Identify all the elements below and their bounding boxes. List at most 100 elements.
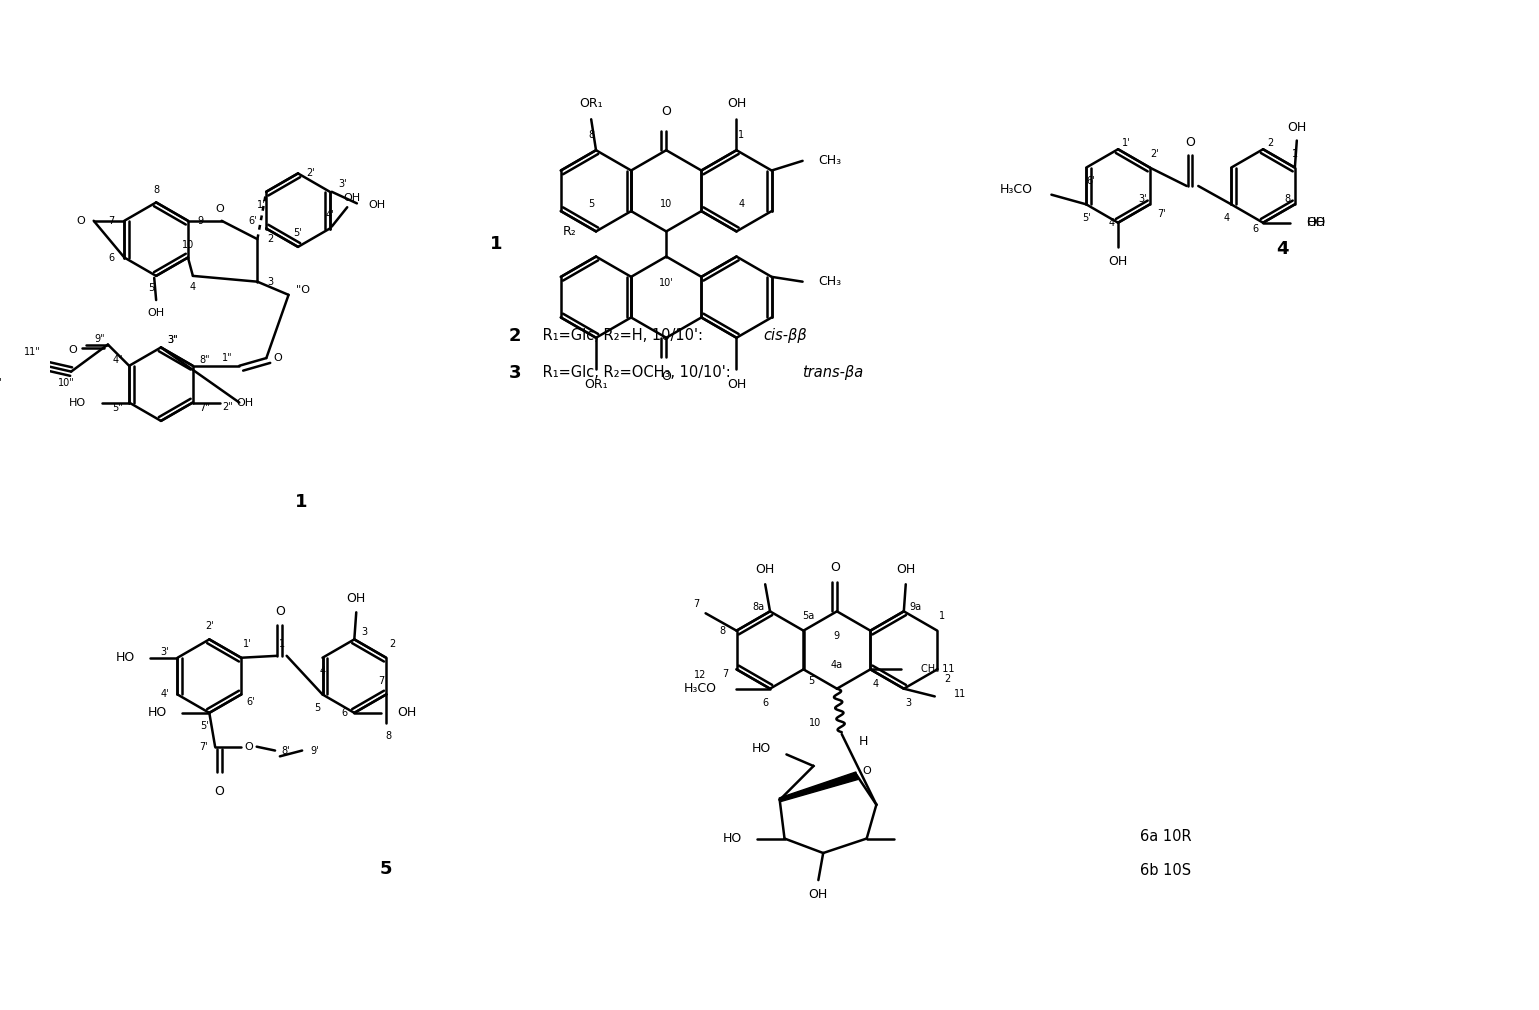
Text: 6: 6 (762, 698, 768, 708)
Text: trans-βa: trans-βa (802, 365, 863, 380)
Text: OH: OH (1287, 120, 1307, 133)
Text: 7: 7 (379, 676, 385, 686)
Text: 2': 2' (306, 169, 315, 179)
Text: 3: 3 (362, 626, 368, 636)
Text: 11: 11 (954, 689, 966, 699)
Text: 10: 10 (808, 717, 820, 727)
Text: HO: HO (751, 742, 771, 755)
Text: OH: OH (1307, 216, 1325, 229)
Text: 3: 3 (905, 698, 911, 708)
Text: O: O (274, 354, 282, 363)
Text: 11": 11" (25, 347, 42, 358)
Text: 7': 7' (1157, 209, 1167, 219)
Text: 6': 6' (246, 697, 255, 707)
Text: 6: 6 (342, 708, 348, 718)
Text: R₂: R₂ (563, 225, 577, 238)
Text: 3: 3 (509, 364, 522, 382)
Text: OH: OH (1108, 255, 1128, 268)
Text: 3': 3' (339, 179, 346, 189)
Text: OH: OH (368, 200, 386, 210)
Text: 4: 4 (1224, 213, 1230, 223)
Text: 5: 5 (380, 861, 392, 879)
Text: O: O (275, 605, 285, 618)
Text: 3": 3" (168, 334, 179, 344)
Text: 1': 1' (1122, 138, 1130, 148)
Text: 3": 3" (168, 334, 179, 344)
Text: 1: 1 (279, 639, 285, 649)
Text: 5: 5 (148, 284, 154, 294)
Text: 1": 1" (222, 354, 232, 363)
Text: CH₃: CH₃ (819, 275, 842, 288)
Text: O: O (69, 345, 77, 356)
Text: O: O (1185, 136, 1196, 148)
Text: CH₃: CH₃ (819, 155, 842, 168)
Text: 5a: 5a (802, 611, 814, 621)
Text: CH₃ 11: CH₃ 11 (920, 665, 954, 675)
Text: 4a: 4a (831, 660, 843, 670)
Text: O: O (862, 766, 871, 776)
Text: R₁=Glc, R₂=H, 10/10':: R₁=Glc, R₂=H, 10/10': (539, 328, 708, 343)
Text: 5: 5 (314, 703, 320, 713)
Text: OH: OH (397, 706, 416, 719)
Text: O: O (214, 785, 223, 798)
Text: OR₁: OR₁ (579, 97, 603, 110)
Text: 2': 2' (205, 621, 214, 631)
Text: O: O (215, 204, 225, 214)
Text: 12": 12" (0, 378, 3, 388)
Text: 3: 3 (266, 277, 272, 287)
Text: 8: 8 (1284, 194, 1290, 204)
Text: OH: OH (756, 564, 774, 577)
Text: 4': 4' (326, 210, 334, 220)
Text: 1: 1 (1291, 149, 1297, 159)
Text: OH: OH (343, 193, 360, 203)
Text: HO: HO (69, 398, 86, 407)
Text: 9: 9 (197, 216, 203, 226)
Text: 4: 4 (320, 667, 326, 677)
Text: 4": 4" (112, 355, 123, 365)
Text: H₃CO: H₃CO (683, 682, 717, 695)
Text: 6': 6' (248, 216, 257, 226)
Text: H: H (859, 735, 868, 748)
Text: 10": 10" (58, 378, 75, 388)
Text: OH: OH (726, 97, 746, 110)
Text: 5': 5' (294, 228, 302, 238)
Text: 8': 8' (282, 745, 289, 755)
Text: HO: HO (115, 651, 135, 665)
Text: O: O (245, 741, 254, 751)
Text: 5': 5' (200, 721, 209, 731)
Text: 4': 4' (160, 690, 169, 700)
Text: OH: OH (148, 308, 165, 317)
Text: ''O: ''O (297, 285, 311, 295)
Text: 7: 7 (109, 216, 115, 226)
Text: HO: HO (1307, 216, 1325, 229)
Text: OH: OH (346, 592, 366, 605)
Text: 7': 7' (199, 741, 208, 751)
Text: OH: OH (896, 564, 916, 577)
Text: R₁=Glc, R₂=OCH₃, 10/10':: R₁=Glc, R₂=OCH₃, 10/10': (539, 365, 736, 380)
Text: 5: 5 (808, 676, 814, 686)
Text: 5': 5' (1082, 213, 1091, 223)
Text: 7: 7 (722, 670, 728, 679)
Text: HO: HO (148, 706, 166, 719)
Text: 9": 9" (95, 333, 106, 343)
Text: 2: 2 (389, 639, 396, 649)
Text: 2: 2 (943, 674, 950, 684)
Text: 1: 1 (939, 611, 945, 621)
Text: OH: OH (726, 378, 746, 391)
Text: 5": 5" (112, 403, 123, 413)
Text: 3': 3' (160, 647, 169, 656)
Text: 6: 6 (109, 252, 115, 263)
Text: 2": 2" (222, 402, 232, 412)
Text: 2: 2 (266, 234, 272, 244)
Text: cis-ββ: cis-ββ (763, 328, 806, 343)
Text: 6: 6 (1253, 223, 1259, 233)
Text: 8: 8 (588, 129, 594, 139)
Text: 1: 1 (295, 493, 308, 511)
Text: 2: 2 (1268, 138, 1274, 148)
Text: 8a: 8a (753, 602, 765, 611)
Text: OH: OH (808, 888, 828, 901)
Polygon shape (779, 772, 859, 802)
Text: 1': 1' (257, 200, 266, 210)
Text: O: O (77, 216, 86, 226)
Text: 2': 2' (1150, 149, 1159, 159)
